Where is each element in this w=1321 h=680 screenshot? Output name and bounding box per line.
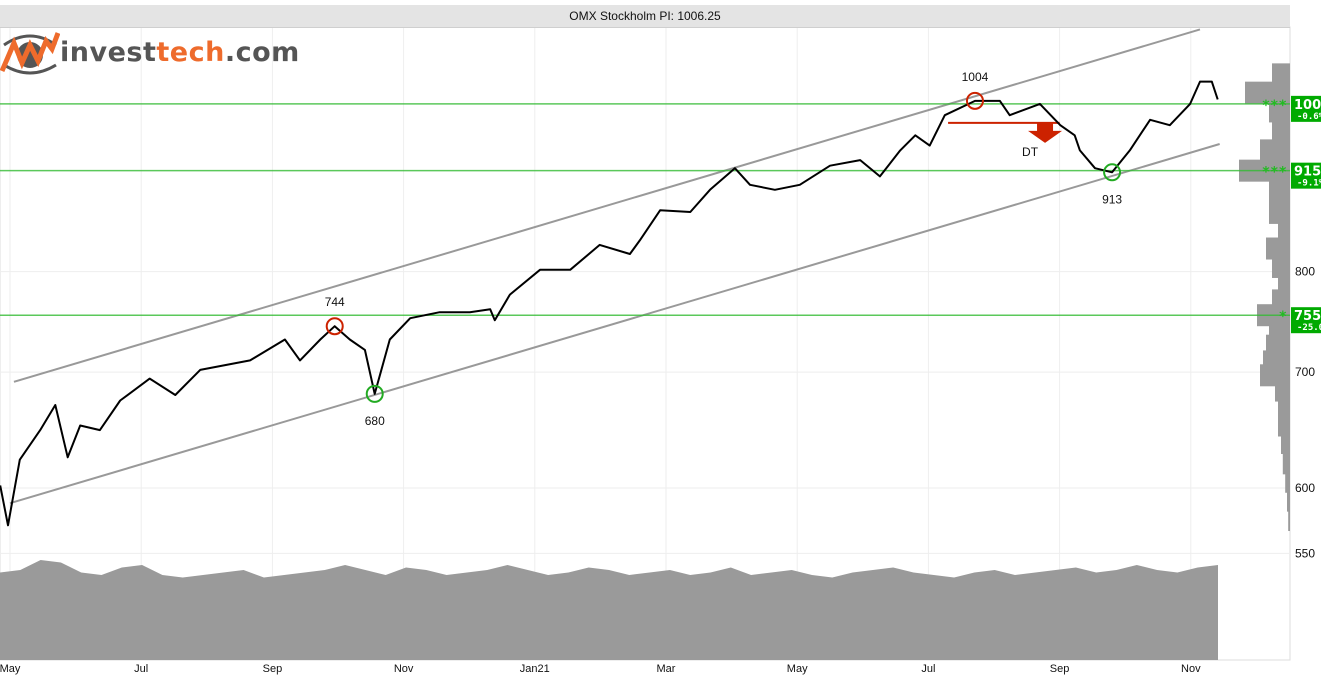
price-histogram-bar xyxy=(1278,219,1290,242)
logo-icon xyxy=(0,32,60,75)
level-label-bg xyxy=(1291,162,1321,189)
price-histogram-bar xyxy=(1275,379,1290,402)
x-tick-label: Sep xyxy=(263,663,283,675)
price-histogram-bar xyxy=(1281,432,1290,455)
y-tick-label: 700 xyxy=(1295,365,1315,379)
level-value-label: 755 xyxy=(1294,309,1321,324)
support-stars: *** xyxy=(1262,165,1287,181)
x-tick-label: Mar xyxy=(657,663,676,675)
support-stars: * xyxy=(1279,309,1287,325)
level-label-bg xyxy=(1291,307,1321,334)
top-marker xyxy=(325,317,344,336)
price-histogram-bar xyxy=(1282,452,1290,475)
level-percent-label: -0.6% xyxy=(1297,112,1321,122)
price-histogram-bar xyxy=(1269,100,1290,123)
bottom-value-label: 913 xyxy=(1102,192,1122,206)
y-tick-label: 600 xyxy=(1295,481,1315,495)
trend-channel-lower xyxy=(9,143,1220,505)
price-histogram-bar xyxy=(1266,237,1290,260)
chart-title: OMX Stockholm PI: 1006.25 xyxy=(0,5,1290,28)
x-tick-label: May xyxy=(0,663,21,675)
x-tick-label: Jul xyxy=(921,663,935,675)
price-histogram-bar xyxy=(1269,201,1290,224)
x-tick-label: Nov xyxy=(394,663,414,675)
bottom-marker xyxy=(365,384,384,403)
price-histogram-bar xyxy=(1272,63,1290,86)
level-value-label: 915 xyxy=(1294,165,1321,180)
price-histogram-bar xyxy=(1278,396,1290,419)
price-histogram-bar xyxy=(1285,470,1290,493)
investtech-logo: investtech.com xyxy=(0,28,300,76)
x-tick-label: Jan21 xyxy=(520,663,550,675)
trend-channel-upper xyxy=(13,28,1201,383)
level-value-label: 1000 xyxy=(1294,98,1321,113)
sell-arrow-icon xyxy=(1028,122,1063,143)
top-value-label: 1004 xyxy=(962,70,989,84)
double-top-label: DT xyxy=(1022,145,1039,159)
price-histogram-bar xyxy=(1272,255,1290,278)
x-tick-label: May xyxy=(787,663,808,675)
bottom-marker xyxy=(1103,163,1122,182)
x-tick-label: Jul xyxy=(134,663,148,675)
level-label-bg xyxy=(1291,95,1321,122)
x-tick-label: Nov xyxy=(1181,663,1201,675)
support-stars: *** xyxy=(1262,98,1287,114)
price-histogram-bar xyxy=(1288,509,1290,532)
level-percent-label: -9.1% xyxy=(1297,179,1321,189)
price-line xyxy=(0,80,1219,527)
x-tick-label: Sep xyxy=(1050,663,1070,675)
level-percent-label: -25.0 xyxy=(1297,323,1321,333)
bottom-value-label: 680 xyxy=(365,414,385,428)
volume-area xyxy=(0,560,1218,660)
y-tick-label: 550 xyxy=(1295,546,1315,560)
price-histogram-bar xyxy=(1278,414,1290,437)
top-marker xyxy=(965,91,984,110)
plot-area xyxy=(0,26,1291,661)
price-histogram-bar xyxy=(1269,180,1290,203)
price-histogram-bar xyxy=(1287,489,1290,512)
y-tick-label: 800 xyxy=(1295,265,1315,279)
top-value-label: 744 xyxy=(325,295,345,309)
price-histogram-bar xyxy=(1260,139,1290,162)
price-histogram-bar xyxy=(1272,119,1290,142)
price-histogram-bar xyxy=(1245,81,1290,104)
